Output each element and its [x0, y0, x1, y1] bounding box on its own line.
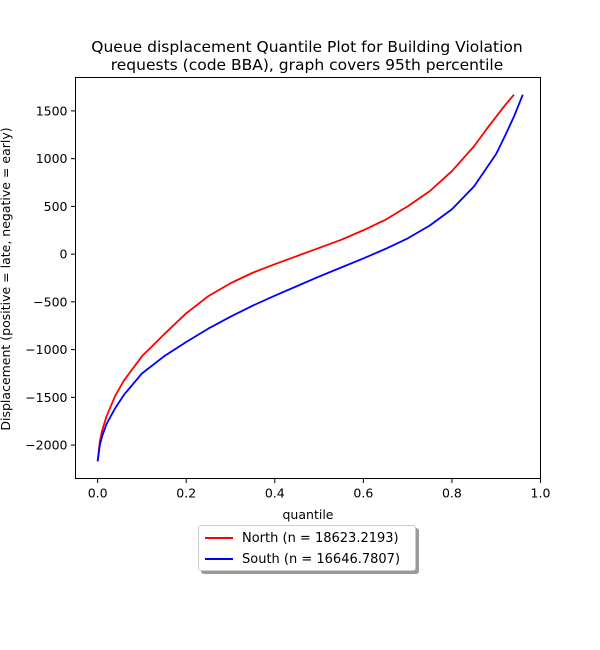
- x-tick-label: 0.0: [88, 486, 108, 501]
- legend-swatch-north: [205, 537, 233, 539]
- y-tick-label: 1500: [36, 103, 68, 118]
- y-tick-label: −500: [33, 294, 67, 309]
- legend-label-north: North (n = 18623.2193): [242, 530, 399, 546]
- x-tick-label: 0.8: [442, 486, 462, 501]
- series-line-1: [96, 94, 524, 462]
- chart-title-line-1: Queue displacement Quantile Plot for Bui…: [91, 38, 523, 56]
- y-tick-label: −2000: [25, 438, 67, 453]
- x-tick-label: 0.6: [353, 486, 373, 501]
- y-tick-label: 500: [44, 199, 68, 214]
- x-tick-label: 1.0: [531, 486, 551, 501]
- y-tick-label: −1000: [25, 342, 67, 357]
- legend-label-south: South (n = 16646.7807): [242, 551, 401, 567]
- chart-legend: North (n = 18623.2193) South (n = 16646.…: [198, 525, 416, 571]
- plot-frame: [75, 77, 541, 479]
- x-tick-label: 0.2: [176, 486, 196, 501]
- series-line-0: [96, 94, 515, 462]
- legend-entry-north: North (n = 18623.2193): [205, 529, 399, 547]
- x-tick-label: 0.4: [265, 486, 285, 501]
- series-layer: [96, 94, 524, 462]
- y-tick-label: −1500: [25, 390, 67, 405]
- y-axis-label: Displacement (positive = late, negative …: [0, 127, 13, 430]
- x-axis-label: quantile: [283, 507, 334, 522]
- legend-swatch-south: [205, 558, 233, 560]
- y-tick-label: 1000: [36, 151, 68, 166]
- chart-title-line-2: requests (code BBA), graph covers 95th p…: [110, 56, 504, 74]
- y-axis-ticks: −2000 −1500 −1000 −500 0 500 1000 1500: [25, 103, 76, 453]
- x-axis-ticks: 0.0 0.2 0.4 0.6 0.8 1.0: [88, 478, 551, 501]
- y-tick-label: 0: [60, 247, 68, 262]
- legend-entry-south: South (n = 16646.7807): [205, 550, 400, 568]
